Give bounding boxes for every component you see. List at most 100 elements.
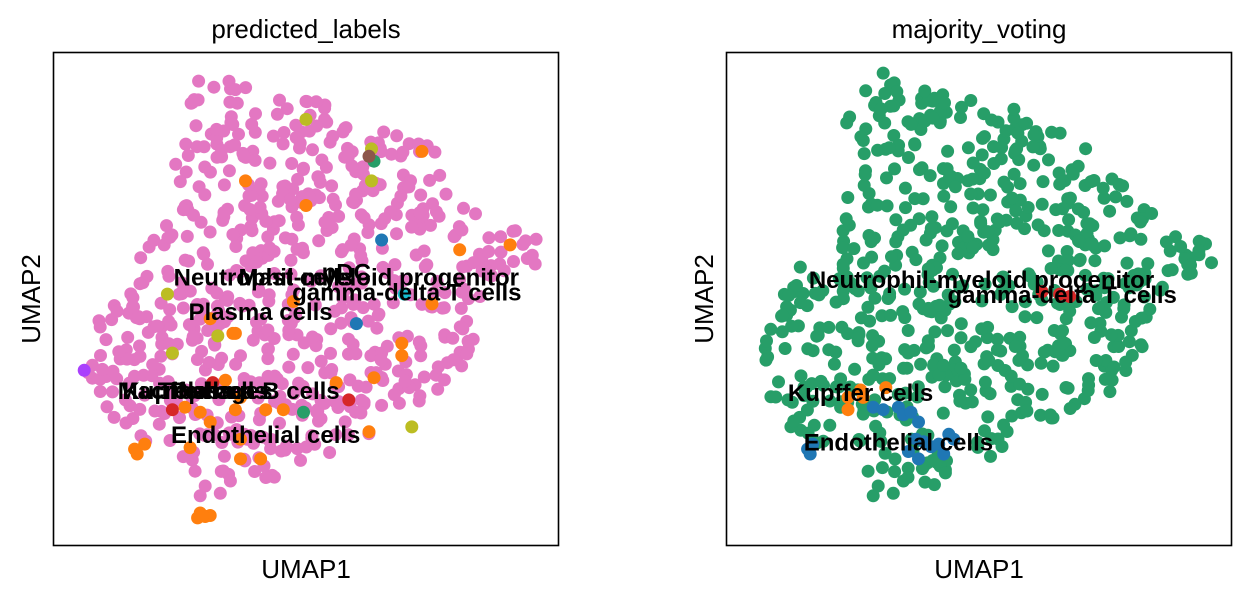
scatter-point: [1034, 408, 1047, 422]
cluster-label: pDC: [322, 260, 371, 287]
scatter-point: [932, 437, 946, 451]
scatter-point: [971, 435, 985, 449]
scatter-point: [317, 396, 331, 410]
scatter-point: [926, 111, 940, 125]
scatter-point: [883, 290, 897, 303]
scatter-point: [180, 229, 194, 243]
scatter-point: [325, 363, 339, 376]
scatter-point: [456, 322, 470, 336]
scatter-point: [172, 287, 186, 301]
scatter-point: [160, 219, 173, 233]
scatter-point: [847, 242, 861, 256]
scatter-point: [797, 389, 811, 403]
scatter-point: [813, 321, 827, 335]
scatter-point: [954, 331, 968, 345]
cluster-labels: Neutrophil-myeloid progenitorgamma-delta…: [788, 267, 1177, 456]
scatter-point: [193, 489, 207, 503]
scatter-point: [941, 324, 954, 338]
scatter-point: [218, 373, 232, 387]
scatter-point: [266, 129, 280, 143]
scatter-point: [133, 402, 147, 416]
scatter-point: [414, 349, 428, 363]
scatter-point: [528, 257, 542, 271]
scatter-point: [880, 171, 893, 185]
scatter-point: [878, 446, 892, 460]
scatter-point: [1181, 267, 1195, 281]
scatter-point: [259, 403, 273, 417]
scatter-point: [896, 223, 910, 237]
scatter-point: [1021, 382, 1035, 396]
scatter-point: [990, 343, 1004, 357]
scatter-point: [424, 218, 437, 232]
scatter-point: [405, 420, 419, 434]
scatter-point: [284, 267, 298, 281]
scatter-point: [978, 375, 992, 389]
cluster-label: Kupffer cells: [122, 378, 267, 405]
scatter-point: [329, 376, 343, 390]
scatter-point: [1027, 158, 1041, 172]
scatter-point: [431, 360, 445, 374]
scatter-point: [194, 377, 208, 391]
scatter-point: [801, 426, 815, 440]
scatter-point: [344, 238, 358, 252]
scatter-point: [189, 119, 203, 133]
scatter-point: [186, 95, 200, 109]
scatter-point: [1021, 201, 1035, 214]
scatter-point: [133, 339, 146, 353]
scatter-point: [455, 223, 469, 237]
scatter-point: [507, 255, 520, 268]
scatter-point: [259, 471, 273, 484]
scatter-point: [997, 418, 1011, 432]
scatter-point: [215, 143, 229, 157]
scatter-point: [1113, 231, 1127, 245]
scatter-point: [417, 370, 431, 384]
scatter-point: [430, 274, 444, 288]
scatter-point: [456, 260, 470, 274]
scatter-point: [854, 311, 868, 325]
scatter-point: [284, 316, 298, 330]
scatter-point: [841, 390, 855, 404]
x-axis-label: UMAP1: [934, 554, 1024, 584]
scatter-point: [1116, 179, 1130, 193]
scatter-point: [912, 452, 925, 466]
scatter-point: [306, 330, 319, 344]
scatter-point: [245, 224, 259, 238]
scatter-point: [239, 174, 252, 188]
scatter-point: [427, 286, 441, 300]
scatter-point: [1061, 381, 1075, 395]
scatter-point: [984, 449, 997, 463]
scatter-point: [1134, 232, 1148, 246]
scatter-point: [1007, 111, 1021, 125]
scatter-point: [901, 324, 915, 337]
scatter-point: [203, 225, 217, 239]
scatter-point: [794, 369, 808, 383]
scatter-point: [944, 200, 958, 214]
scatter-point: [948, 180, 962, 194]
scatter-point: [1009, 204, 1023, 218]
scatter-point: [293, 141, 306, 155]
scatter-point: [1098, 372, 1112, 386]
scatter-point: [1008, 340, 1022, 353]
scatter-point: [851, 331, 865, 345]
scatter-point: [188, 464, 202, 478]
scatter-point: [946, 267, 959, 281]
scatter-point: [390, 227, 403, 241]
scatter-point: [1012, 353, 1026, 367]
scatter-point: [306, 143, 319, 157]
scatter-point: [1063, 402, 1077, 415]
scatter-point: [356, 301, 370, 315]
scatter-point: [1036, 175, 1050, 189]
scatter-point: [827, 357, 841, 371]
scatter-point: [1097, 191, 1111, 205]
scatter-point: [251, 391, 265, 405]
scatter-point: [150, 319, 164, 333]
scatter-point: [1098, 239, 1112, 253]
scatter-point: [1097, 271, 1111, 285]
scatter-point: [841, 191, 855, 204]
scatter-point: [334, 316, 348, 330]
scatter-point: [1013, 177, 1027, 191]
scatter-point: [953, 394, 967, 408]
scatter-point: [1109, 190, 1123, 204]
scatter-point: [134, 251, 148, 265]
